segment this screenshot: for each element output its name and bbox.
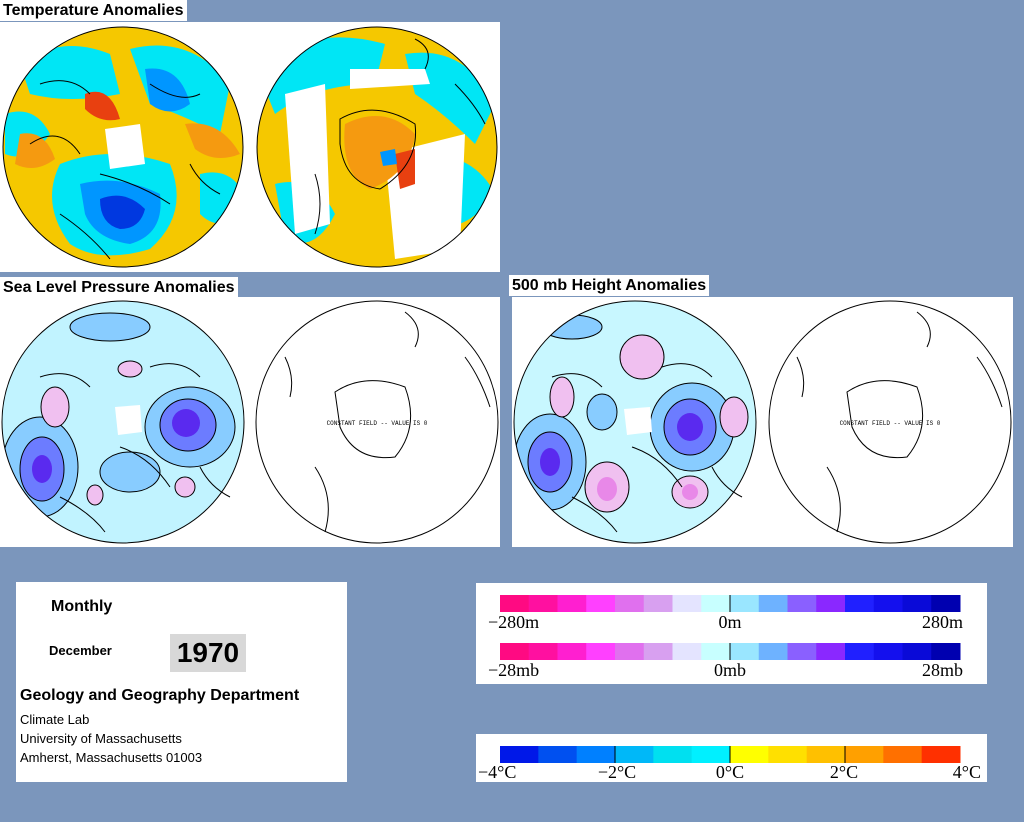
temperature-colorbar-segment bbox=[576, 746, 616, 763]
pressure-colorbar-segment bbox=[787, 643, 817, 660]
temperature-north-globe bbox=[2, 26, 244, 268]
month-label: December bbox=[49, 643, 112, 658]
height-colorbar-segment bbox=[931, 595, 961, 612]
temperature-colorbar-segment bbox=[538, 746, 578, 763]
height-colorbar-segment bbox=[816, 595, 846, 612]
address-label: Amherst, Massachusetts 01003 bbox=[20, 750, 203, 765]
pressure-colorbar-segment bbox=[557, 643, 587, 660]
pressure-colorbar-segment bbox=[873, 643, 903, 660]
temperature-colorbar-segment bbox=[806, 746, 846, 763]
height-colorbar-segment bbox=[643, 595, 673, 612]
pressure-colorbar-segment bbox=[816, 643, 846, 660]
temp-scale-label-0: 0°C bbox=[716, 762, 744, 782]
height-scale-zero-label: 0m bbox=[718, 612, 741, 632]
slp-constant-field-note: CONSTANT FIELD -- VALUE IS 0 bbox=[327, 420, 428, 427]
temperature-colorbar bbox=[500, 746, 961, 763]
height-south-globe: CONSTANT FIELD -- VALUE IS 0 bbox=[768, 300, 1012, 544]
height-colorbar-segment bbox=[845, 595, 875, 612]
slp-title: Sea Level Pressure Anomalies bbox=[0, 277, 238, 298]
height-constant-field-note: CONSTANT FIELD -- VALUE IS 0 bbox=[840, 420, 941, 427]
temperature-colorbar-segment bbox=[691, 746, 731, 763]
height-colorbar-segment bbox=[902, 595, 932, 612]
temp-scale-label-2: 2°C bbox=[830, 762, 858, 782]
pressure-colorbar-segment bbox=[931, 643, 961, 660]
height-scale-min-label: −280m bbox=[488, 612, 539, 632]
height-pressure-scale-box: −280m 0m 280m −28mb 0mb 28mb bbox=[476, 583, 987, 684]
department-label: Geology and Geography Department bbox=[20, 687, 300, 704]
height-colorbar bbox=[500, 595, 961, 612]
pressure-colorbar-segment bbox=[643, 643, 673, 660]
temp-scale-label-minus2: −2°C bbox=[598, 762, 636, 782]
temperature-south-globe bbox=[256, 26, 498, 268]
pressure-colorbar-segment bbox=[500, 643, 530, 660]
temperature-colorbar-segment bbox=[921, 746, 961, 763]
height-colorbar-segment bbox=[701, 595, 731, 612]
pressure-colorbar-segment bbox=[701, 643, 731, 660]
height-colorbar-segment bbox=[758, 595, 788, 612]
temperature-title: Temperature Anomalies bbox=[0, 0, 187, 21]
year-label: 1970 bbox=[170, 634, 246, 672]
temp-scale-label-minus4: −4°C bbox=[478, 762, 516, 782]
temperature-colorbar-segment bbox=[845, 746, 884, 763]
pressure-scale-max-label: 28mb bbox=[922, 660, 963, 680]
pressure-colorbar-segment bbox=[902, 643, 932, 660]
height-title: 500 mb Height Anomalies bbox=[509, 275, 710, 296]
temperature-colorbar-segment bbox=[768, 746, 808, 763]
height-colorbar-segment bbox=[586, 595, 616, 612]
height-colorbar-segment bbox=[528, 595, 558, 612]
pressure-colorbar bbox=[500, 643, 961, 660]
temperature-colorbar-segment bbox=[730, 746, 769, 763]
temperature-colorbar-segment bbox=[653, 746, 693, 763]
pressure-colorbar-segment bbox=[758, 643, 788, 660]
lab-label: Climate Lab bbox=[20, 712, 90, 727]
height-north-globe bbox=[513, 300, 757, 544]
temperature-scale-box: −4°C −2°C 0°C 2°C 4°C bbox=[476, 734, 987, 782]
height-colorbar-segment bbox=[730, 595, 760, 612]
height-colorbar-segment bbox=[672, 595, 702, 612]
height-colorbar-segment bbox=[500, 595, 530, 612]
slp-south-globe: CONSTANT FIELD -- VALUE IS 0 bbox=[255, 300, 499, 544]
pressure-colorbar-segment bbox=[730, 643, 760, 660]
info-box: Monthly December 1970 Geology and Geogra… bbox=[16, 582, 347, 782]
pressure-colorbar-segment bbox=[672, 643, 702, 660]
temperature-colorbar-segment bbox=[883, 746, 923, 763]
temperature-colorbar-segment bbox=[615, 746, 654, 763]
height-colorbar-segment bbox=[787, 595, 817, 612]
period-label: Monthly bbox=[51, 598, 113, 615]
height-colorbar-segment bbox=[557, 595, 587, 612]
height-scale-max-label: 280m bbox=[922, 612, 963, 632]
pressure-scale-min-label: −28mb bbox=[488, 660, 539, 680]
pressure-scale-zero-label: 0mb bbox=[714, 660, 746, 680]
university-label: University of Massachusetts bbox=[20, 731, 182, 746]
height-colorbar-segment bbox=[873, 595, 903, 612]
slp-north-globe bbox=[1, 300, 245, 544]
pressure-colorbar-segment bbox=[586, 643, 616, 660]
pressure-colorbar-segment bbox=[845, 643, 875, 660]
height-colorbar-segment bbox=[615, 595, 645, 612]
temp-scale-label-4: 4°C bbox=[953, 762, 981, 782]
temperature-colorbar-segment bbox=[500, 746, 539, 763]
pressure-colorbar-segment bbox=[528, 643, 558, 660]
pressure-colorbar-segment bbox=[615, 643, 645, 660]
